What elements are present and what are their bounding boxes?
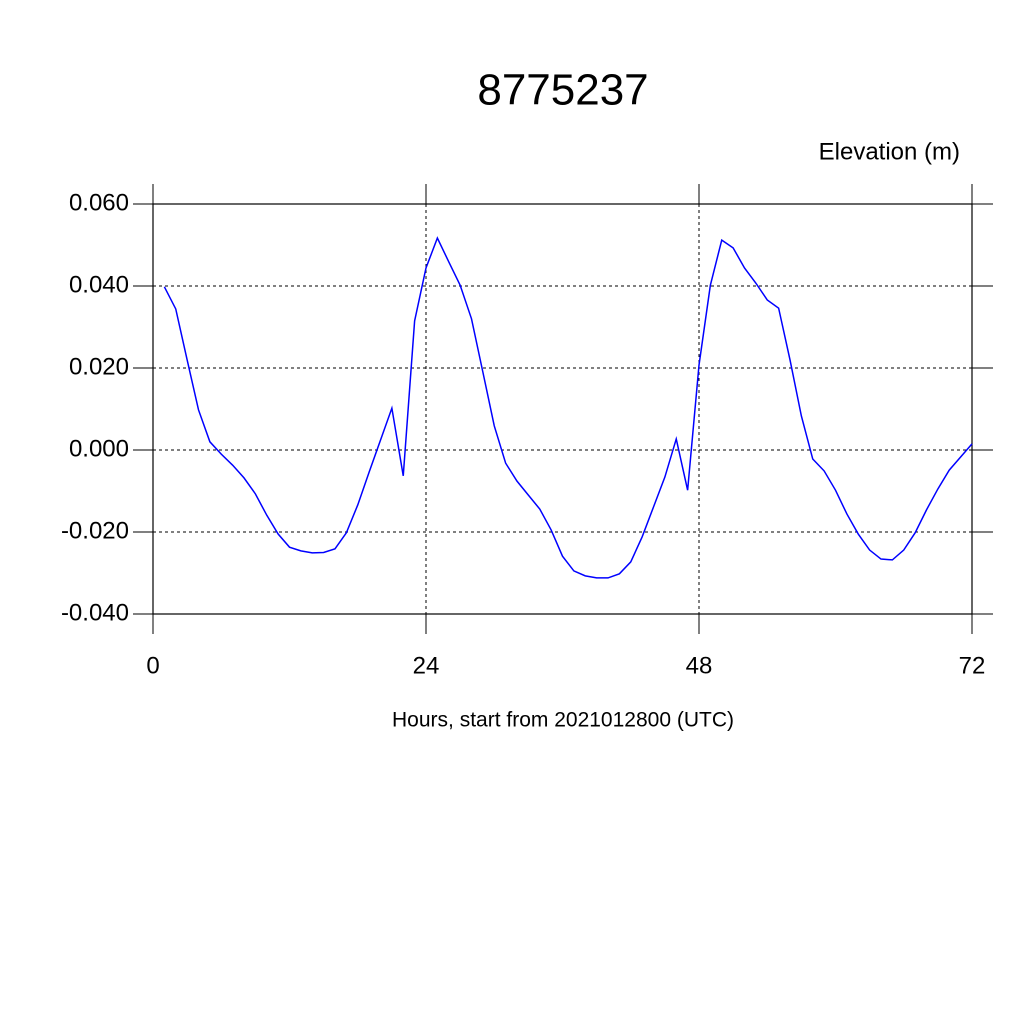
- x-tick-label: 48: [686, 652, 713, 679]
- y-tick-label: 0.000: [69, 435, 129, 462]
- plot-frame: [152, 203, 973, 615]
- data-line: [163, 236, 973, 579]
- x-axis-label: Hours, start from 2021012800 (UTC): [392, 709, 734, 732]
- x-tick-label: 72: [959, 652, 986, 679]
- chart-title: 8775237: [477, 66, 648, 115]
- chart-subtitle: Elevation (m): [819, 138, 960, 165]
- x-tick-label: 24: [413, 652, 440, 679]
- y-tick-label: -0.020: [61, 517, 129, 544]
- y-tick-label: 0.060: [69, 189, 129, 216]
- y-tick-label: -0.040: [61, 599, 129, 626]
- y-tick-label: 0.020: [69, 353, 129, 380]
- y-tick-label: 0.040: [69, 271, 129, 298]
- x-tick-label: 0: [146, 652, 159, 679]
